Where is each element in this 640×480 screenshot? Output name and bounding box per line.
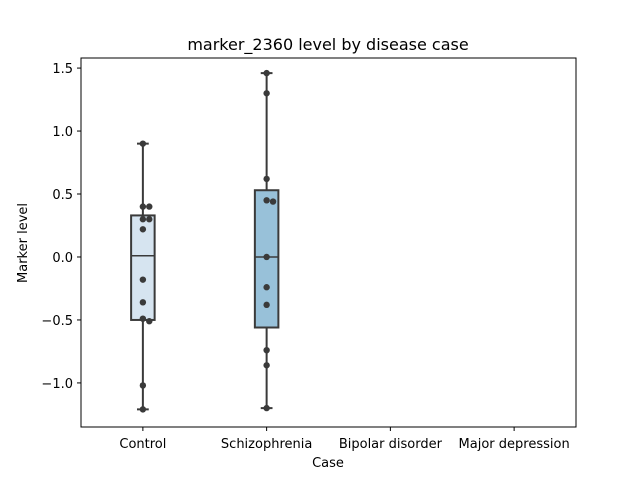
x-tick-label: Schizophrenia <box>221 437 312 452</box>
y-tick-label: 1.0 <box>52 125 73 140</box>
data-point <box>146 318 153 325</box>
data-point <box>139 382 147 389</box>
chart-title: marker_2360 level by disease case <box>187 35 468 55</box>
data-point <box>139 140 147 147</box>
data-point <box>263 301 270 309</box>
data-point <box>263 197 270 204</box>
data-point <box>263 90 270 97</box>
data-point <box>146 216 153 223</box>
data-point <box>263 69 270 77</box>
y-tick-label: 0.0 <box>52 251 73 266</box>
data-point <box>139 299 147 306</box>
data-point <box>263 175 270 183</box>
x-axis-label: Case <box>312 456 344 471</box>
x-tick-label: Control <box>119 437 166 452</box>
data-point <box>269 198 277 205</box>
data-point <box>139 216 147 223</box>
y-tick-label: 1.5 <box>52 62 73 77</box>
data-point <box>263 346 270 354</box>
y-tick-label: −1.0 <box>41 377 73 392</box>
y-axis-label: Marker level <box>16 203 31 283</box>
data-point <box>146 203 153 210</box>
data-point <box>139 406 147 413</box>
data-point <box>139 203 147 210</box>
plot-area: 1.5 1.0 0.5 0.0 −0.5 −1.0 Control Schizophrenia… <box>41 57 577 452</box>
data-point <box>263 362 270 369</box>
data-point <box>139 276 147 283</box>
data-point <box>263 284 270 291</box>
data-point <box>139 226 147 233</box>
axes-frame <box>80 57 577 428</box>
x-tick-label: Major depression <box>459 437 570 452</box>
data-point <box>139 315 147 322</box>
data-point <box>263 404 270 412</box>
x-tick-label: Bipolar disorder <box>339 437 443 452</box>
y-tick-label: 0.5 <box>52 188 73 203</box>
y-tick-label: −0.5 <box>41 314 73 329</box>
data-point <box>263 253 270 261</box>
